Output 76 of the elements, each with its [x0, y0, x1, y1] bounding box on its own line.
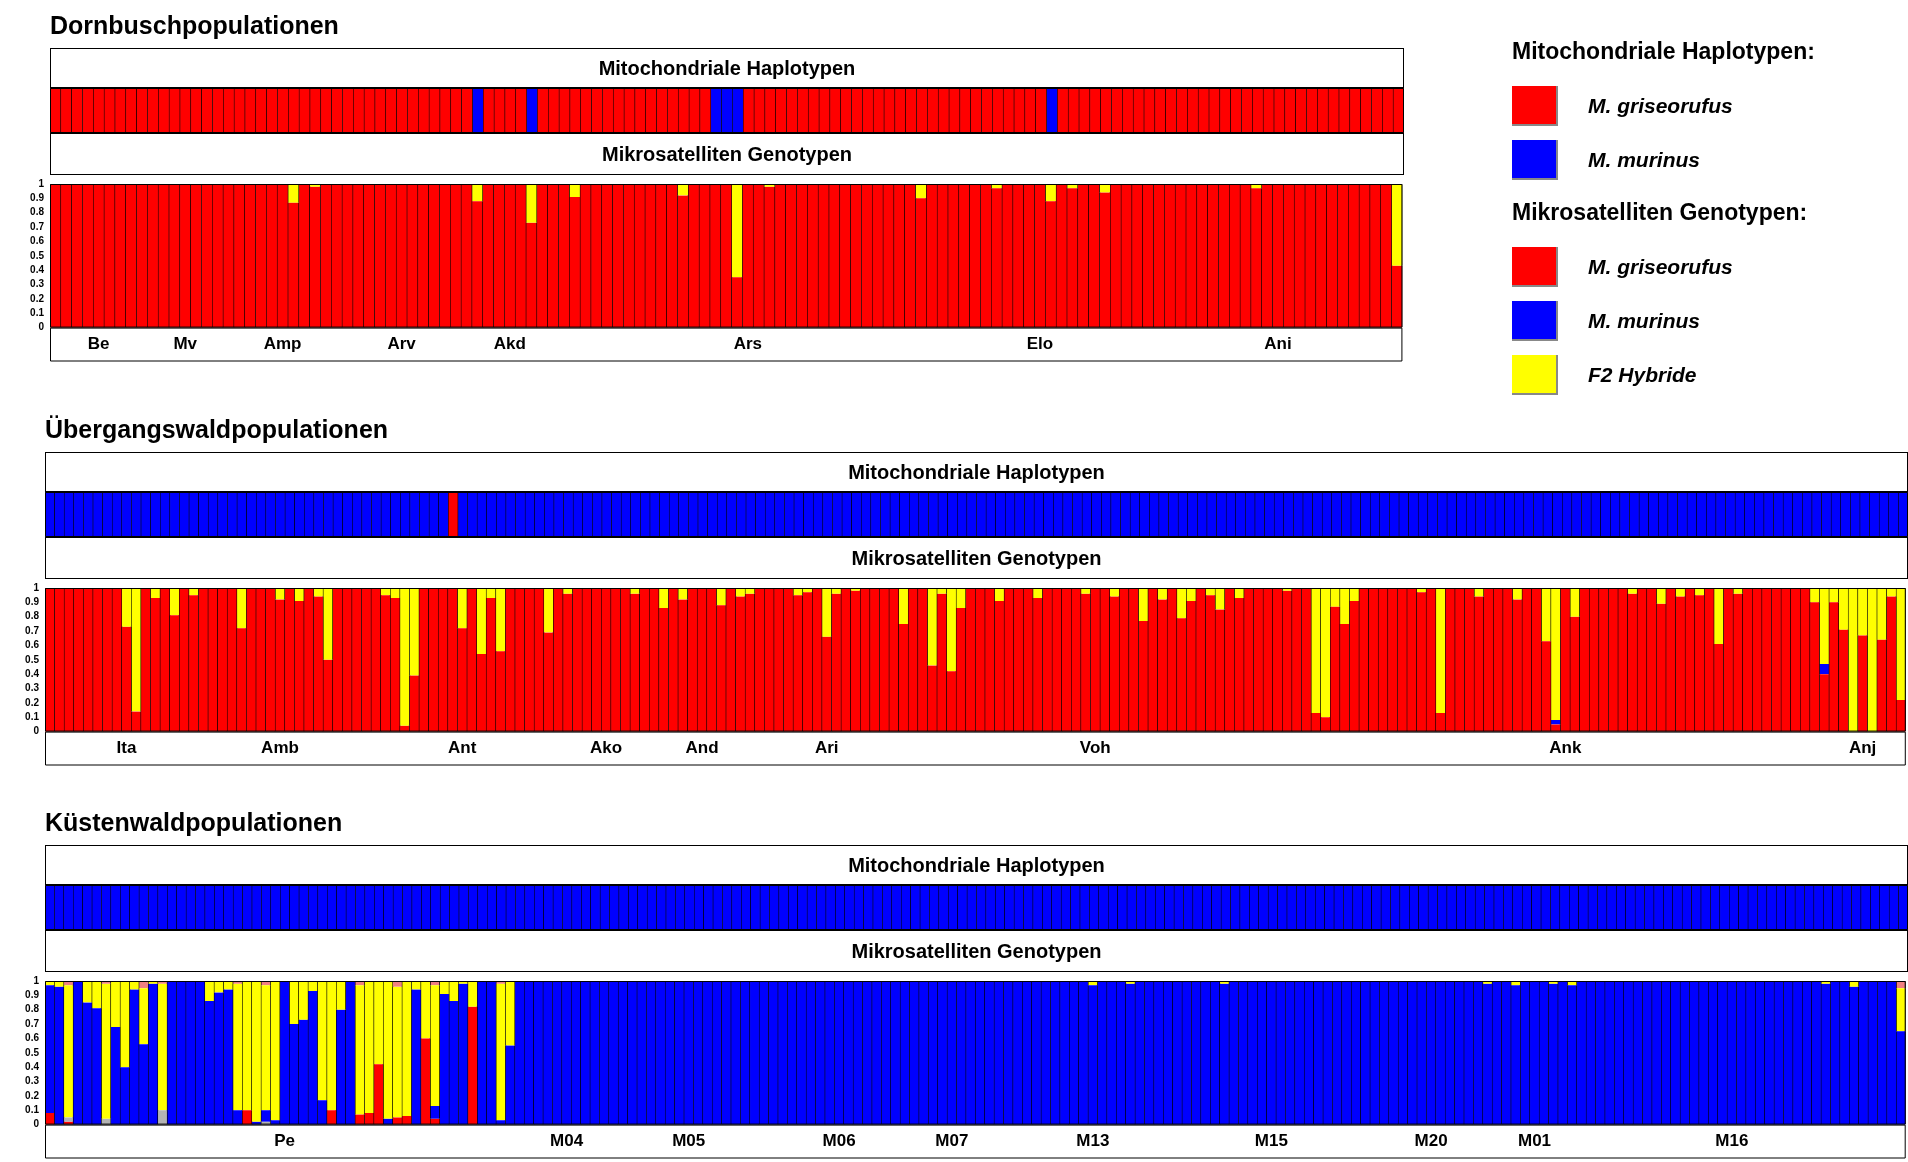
chart-title: Übergangswaldpopulationen [45, 414, 389, 445]
y-tick-label: 0.6 [25, 639, 40, 651]
y-tick-label: 0.4 [25, 667, 40, 679]
y-tick-label: 0.9 [30, 192, 45, 204]
legend-title: Mikrosatelliten Genotypen: [1512, 199, 1808, 226]
x-tick-label: Ako [590, 738, 623, 758]
y-tick-label: 0.1 [30, 306, 45, 318]
y-tick-label: 0.9 [25, 989, 40, 1001]
y-tick-label: 0.2 [25, 696, 40, 708]
y-tick-label: 0.5 [30, 249, 45, 261]
y-tick-label: 1 [33, 581, 40, 593]
x-tick-label: Akd [493, 334, 526, 354]
chart-title: Mikrosatelliten Genotypen [45, 537, 1908, 579]
x-tick-label: Voh [1079, 738, 1111, 758]
y-tick-label: 1 [33, 974, 40, 986]
x-tick-label: M04 [550, 1131, 584, 1151]
y-tick-label: 0.5 [25, 653, 40, 665]
x-tick-label: M01 [1517, 1131, 1552, 1151]
x-tick-label: M05 [672, 1131, 706, 1151]
chart-title: Mikrosatelliten Genotypen [45, 930, 1908, 972]
chart-subtitle: Mitochondriale Haplotypen [50, 48, 1404, 88]
y-tick-label: 0.9 [25, 596, 40, 608]
y-tick-label: 0.5 [25, 1046, 40, 1058]
x-tick-label: Pe [274, 1131, 296, 1151]
legend-label: M. murinus [1588, 309, 1701, 333]
x-tick-label: Amb [261, 738, 299, 758]
x-tick-label: M16 [1715, 1131, 1749, 1151]
legend-label: M. murinus [1588, 148, 1701, 172]
y-tick-label: 1 [38, 177, 45, 189]
x-tick-label: Ita [116, 738, 137, 758]
y-tick-label: 0.6 [25, 1032, 40, 1044]
x-tick-label: Amp [263, 334, 302, 354]
x-tick-label: Ari [814, 738, 839, 758]
y-tick-label: 0.2 [25, 1089, 40, 1101]
y-tick-label: 0.7 [25, 624, 40, 636]
y-tick-label: 0.7 [30, 220, 45, 232]
y-tick-label: 0.1 [25, 1103, 40, 1115]
y-tick-label: 0.3 [25, 1075, 40, 1087]
y-tick-label: 0 [33, 1118, 40, 1130]
x-tick-label: Ani [1264, 334, 1292, 354]
legend-label: F2 Hybride [1588, 363, 1697, 387]
y-tick-label: 0.8 [25, 610, 40, 622]
chart-title: Dornbuschpopulationen [50, 10, 339, 41]
y-tick-label: 0.6 [30, 235, 45, 247]
x-tick-label: Ars [733, 334, 763, 354]
y-tick-label: 0.7 [25, 1017, 40, 1029]
x-tick-label: M20 [1414, 1131, 1448, 1151]
x-tick-label: M06 [822, 1131, 856, 1151]
x-tick-label: Elo [1026, 334, 1054, 354]
y-tick-label: 0.4 [30, 263, 45, 275]
x-tick-label: M13 [1076, 1131, 1110, 1151]
x-tick-label: Be [87, 334, 110, 354]
legend-label: M. griseorufus [1588, 255, 1733, 279]
chart-title: Küstenwaldpopulationen [45, 807, 343, 838]
x-tick-label: M07 [935, 1131, 969, 1151]
y-tick-label: 0.8 [30, 206, 45, 218]
chart-title: Mikrosatelliten Genotypen [50, 133, 1404, 175]
y-tick-label: 0 [33, 725, 40, 737]
x-tick-label: Arv [387, 334, 417, 354]
legend-label: M. griseorufus [1588, 94, 1733, 118]
x-tick-label: Anj [1848, 738, 1877, 758]
chart-subtitle: Mitochondriale Haplotypen [45, 452, 1908, 492]
legend-title: Mitochondriale Haplotypen: [1512, 38, 1815, 65]
chart-subtitle: Mitochondriale Haplotypen [45, 845, 1908, 885]
y-tick-label: 0.3 [30, 278, 45, 290]
x-tick-label: Mv [173, 334, 198, 354]
x-tick-label: And [685, 738, 719, 758]
x-tick-label: Ank [1549, 738, 1582, 758]
x-tick-label: Ant [448, 738, 477, 758]
y-tick-label: 0.3 [25, 682, 40, 694]
y-tick-label: 0.2 [30, 292, 45, 304]
y-tick-label: 0 [38, 321, 45, 333]
x-tick-label: M15 [1254, 1131, 1288, 1151]
y-tick-label: 0.8 [25, 1003, 40, 1015]
y-tick-label: 0.4 [25, 1060, 40, 1072]
y-tick-label: 0.1 [25, 710, 40, 722]
